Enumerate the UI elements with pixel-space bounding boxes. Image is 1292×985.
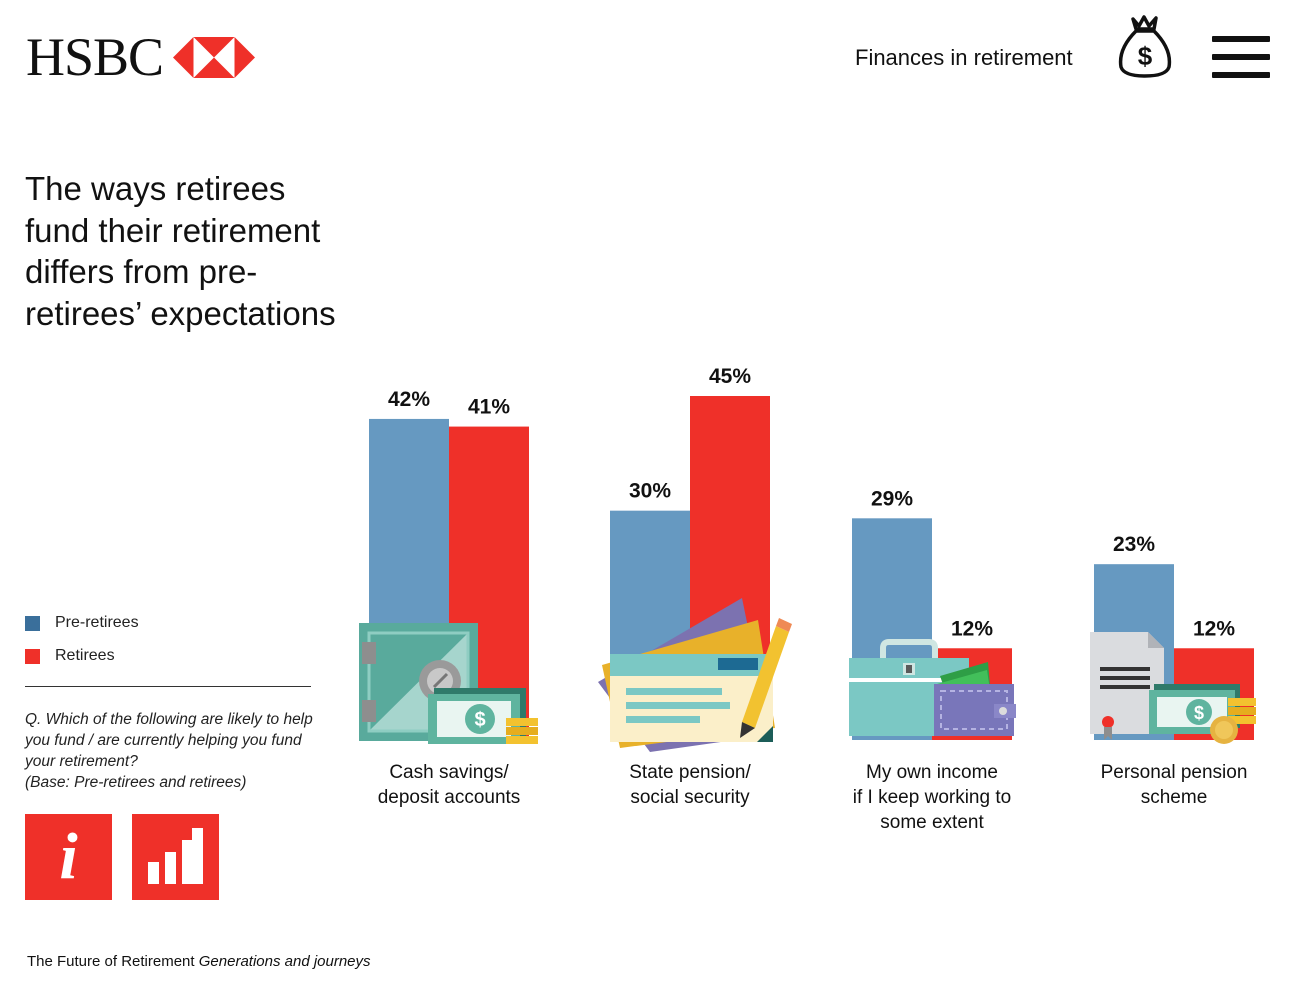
category-label-line: Personal pension	[1100, 762, 1248, 783]
report-footer: The Future of Retirement Generations and…	[27, 953, 371, 970]
hexagon-logo-icon	[173, 36, 256, 78]
logo-text: HSBC	[26, 27, 164, 87]
category-label-0: Cash savings/deposit accounts	[329, 760, 569, 810]
footer-subtitle: Generations and journeys	[198, 953, 371, 970]
value-label-pre-retirees-2: 29%	[871, 487, 913, 510]
category-label-line: social security	[630, 787, 750, 808]
briefcase-and-wallet-icon	[849, 639, 1016, 736]
menu-line	[1212, 36, 1270, 42]
value-label-retirees-2: 12%	[951, 617, 993, 640]
category-label-1: State pension/social security	[570, 760, 810, 810]
value-label-retirees-0: 41%	[468, 396, 510, 419]
hsbc-logo[interactable]: HSBC	[26, 27, 256, 87]
info-icon: i	[59, 820, 78, 893]
legend-label-pre-retirees: Pre-retirees	[55, 614, 139, 631]
hamburger-menu-icon[interactable]	[1212, 36, 1270, 78]
category-label-line: deposit accounts	[377, 787, 521, 808]
safe-with-cash-icon: $	[359, 623, 538, 744]
value-label-pre-retirees-1: 30%	[629, 480, 671, 503]
category-label-line: My own income	[866, 762, 998, 783]
footer-title: The Future of Retirement	[27, 953, 195, 970]
legend-swatch-retirees	[25, 649, 40, 664]
question-text: Q. Which of the following are likely to …	[25, 711, 313, 770]
question-base: (Base: Pre-retirees and retirees)	[25, 774, 247, 791]
survey-question: Q. Which of the following are likely to …	[25, 709, 325, 793]
chart-title: The ways retirees fund their retirement …	[25, 170, 336, 333]
svg-text:$: $	[474, 709, 485, 731]
value-label-retirees-1: 45%	[709, 365, 751, 388]
sidebar-divider	[25, 686, 311, 687]
info-button[interactable]: i	[25, 814, 112, 900]
value-label-pre-retirees-3: 23%	[1113, 533, 1155, 556]
chart-button[interactable]	[132, 814, 219, 900]
category-label-line: if I keep working to	[852, 787, 1012, 808]
category-label-line: scheme	[1140, 787, 1208, 808]
menu-line	[1212, 72, 1270, 78]
section-topic[interactable]: Finances in retirement	[855, 45, 1073, 70]
legend-swatch-pre-retirees	[25, 616, 40, 631]
svg-text:$: $	[1194, 703, 1204, 723]
category-label-line: some extent	[880, 812, 984, 833]
category-label-3: Personal pension scheme	[1054, 760, 1292, 810]
bar-chart-icon	[148, 828, 203, 884]
money-bag-icon[interactable]: $	[1116, 13, 1174, 79]
category-label-2: My own income if I keep working to some ex…	[812, 760, 1052, 835]
menu-line	[1212, 54, 1270, 60]
value-label-pre-retirees-0: 42%	[388, 388, 430, 411]
documents-with-pencil-icon	[598, 598, 792, 752]
category-label-line: State pension/	[629, 762, 751, 783]
value-label-retirees-3: 12%	[1193, 617, 1235, 640]
certificate-with-cash-icon: $	[1090, 632, 1256, 744]
category-label-line: Cash savings/	[389, 762, 509, 783]
svg-text:$: $	[1138, 41, 1153, 71]
legend-label-retirees: Retirees	[55, 647, 115, 664]
